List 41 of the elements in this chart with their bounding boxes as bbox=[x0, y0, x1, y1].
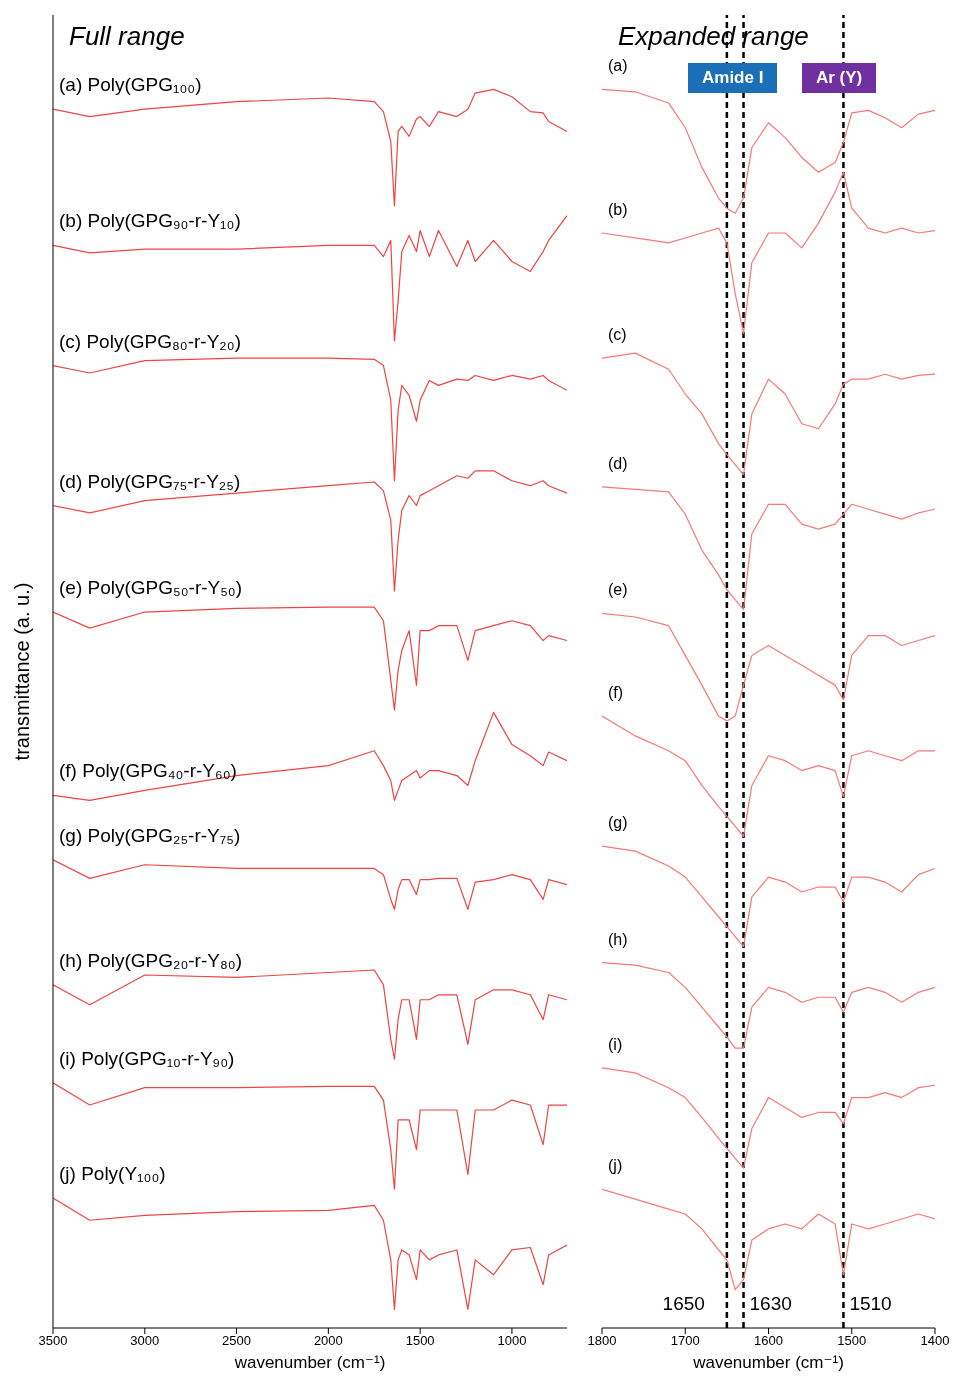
series-label: (d) Poly(GPG₇₅-r-Y₂₅) bbox=[59, 470, 241, 492]
series-label: (h) Poly(GPG₂₀-r-Y₈₀) bbox=[59, 949, 243, 971]
series-label: (a) bbox=[608, 57, 628, 75]
series-label: (j) bbox=[608, 1157, 623, 1175]
ref-line-label: 1650 bbox=[662, 1293, 705, 1314]
x-tick-label: 1700 bbox=[670, 1333, 700, 1349]
x-tick-label: 1400 bbox=[920, 1333, 950, 1349]
series-label: (a) Poly(GPG₁₀₀) bbox=[59, 74, 202, 96]
x-tick-label: 3500 bbox=[38, 1333, 68, 1349]
series-label: (j) Poly(Y₁₀₀) bbox=[59, 1162, 166, 1184]
x-axis-title: wavenumber (cm⁻¹) bbox=[233, 1353, 386, 1372]
series-label: (c) bbox=[608, 326, 627, 344]
x-tick-label: 1500 bbox=[405, 1333, 435, 1349]
series-label: (h) bbox=[608, 930, 628, 948]
x-tick-label: 2500 bbox=[222, 1333, 252, 1349]
series-label: (f) Poly(GPG₄₀-r-Y₆₀) bbox=[59, 760, 237, 782]
series-label: (c) Poly(GPG₈₀-r-Y₂₀) bbox=[59, 330, 241, 352]
x-axis-title: wavenumber (cm⁻¹) bbox=[692, 1353, 844, 1372]
series-label: (f) bbox=[608, 684, 624, 702]
label-box: Amide I bbox=[688, 63, 778, 93]
label-box: Ar (Y) bbox=[802, 63, 877, 93]
ref-line-label: 1630 bbox=[749, 1293, 792, 1314]
series-label: (i) bbox=[608, 1035, 623, 1053]
x-tick-label: 2000 bbox=[313, 1333, 343, 1349]
x-tick-label: 1000 bbox=[497, 1333, 527, 1349]
x-tick-label: 3000 bbox=[130, 1333, 160, 1349]
series-label: (b) bbox=[608, 201, 628, 219]
chart-title: Full range bbox=[69, 21, 185, 52]
x-tick-label: 1500 bbox=[837, 1333, 867, 1349]
series-label: (e) Poly(GPG₅₀-r-Y₅₀) bbox=[59, 577, 243, 599]
y-axis-title: transmittance (a. u.) bbox=[11, 582, 33, 761]
series-label: (d) bbox=[608, 454, 628, 472]
chart-title: Expanded range bbox=[618, 21, 809, 52]
ref-line-label: 1510 bbox=[849, 1293, 892, 1314]
series-label: (g) bbox=[608, 814, 628, 832]
series-label: (i) Poly(GPG₁₀-r-Y₉₀) bbox=[59, 1047, 235, 1069]
series-label: (b) Poly(GPG₉₀-r-Y₁₀) bbox=[59, 210, 241, 232]
x-tick-label: 1800 bbox=[587, 1333, 617, 1349]
series-label: (e) bbox=[608, 581, 628, 599]
x-tick-label: 1600 bbox=[754, 1333, 783, 1349]
series-label: (g) Poly(GPG₂₅-r-Y₇₅) bbox=[59, 824, 241, 846]
